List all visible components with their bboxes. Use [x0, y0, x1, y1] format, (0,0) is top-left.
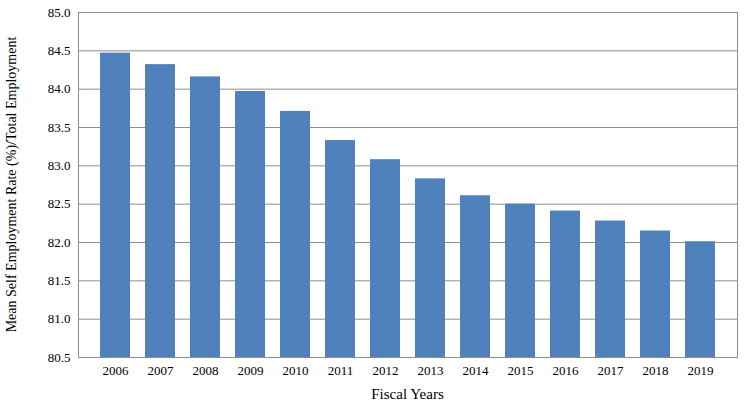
svg-text:2014: 2014	[463, 363, 490, 378]
svg-text:81.0: 81.0	[48, 311, 71, 326]
svg-text:2016: 2016	[553, 363, 580, 378]
svg-text:Mean Self Employment Rate (%)/: Mean Self Employment Rate (%)/Total Empl…	[4, 37, 20, 333]
svg-text:2015: 2015	[508, 363, 534, 378]
svg-text:2007: 2007	[148, 363, 175, 378]
svg-text:2010: 2010	[283, 363, 309, 378]
svg-text:85.0: 85.0	[48, 5, 71, 20]
svg-text:81.5: 81.5	[48, 273, 71, 288]
svg-text:83.0: 83.0	[48, 158, 71, 173]
svg-text:2017: 2017	[598, 363, 625, 378]
svg-text:2012: 2012	[373, 363, 399, 378]
svg-text:82.0: 82.0	[48, 235, 71, 250]
svg-text:2013: 2013	[418, 363, 444, 378]
svg-text:2011: 2011	[328, 363, 354, 378]
svg-text:83.5: 83.5	[48, 120, 71, 135]
svg-text:2018: 2018	[643, 363, 669, 378]
svg-text:Fiscal Years: Fiscal Years	[371, 386, 444, 402]
svg-text:2006: 2006	[103, 363, 130, 378]
svg-text:2009: 2009	[238, 363, 264, 378]
svg-text:84.0: 84.0	[48, 81, 71, 96]
svg-text:2019: 2019	[688, 363, 714, 378]
svg-text:82.5: 82.5	[48, 196, 71, 211]
svg-text:84.5: 84.5	[48, 43, 71, 58]
svg-text:2008: 2008	[193, 363, 219, 378]
svg-text:80.5: 80.5	[48, 350, 71, 365]
